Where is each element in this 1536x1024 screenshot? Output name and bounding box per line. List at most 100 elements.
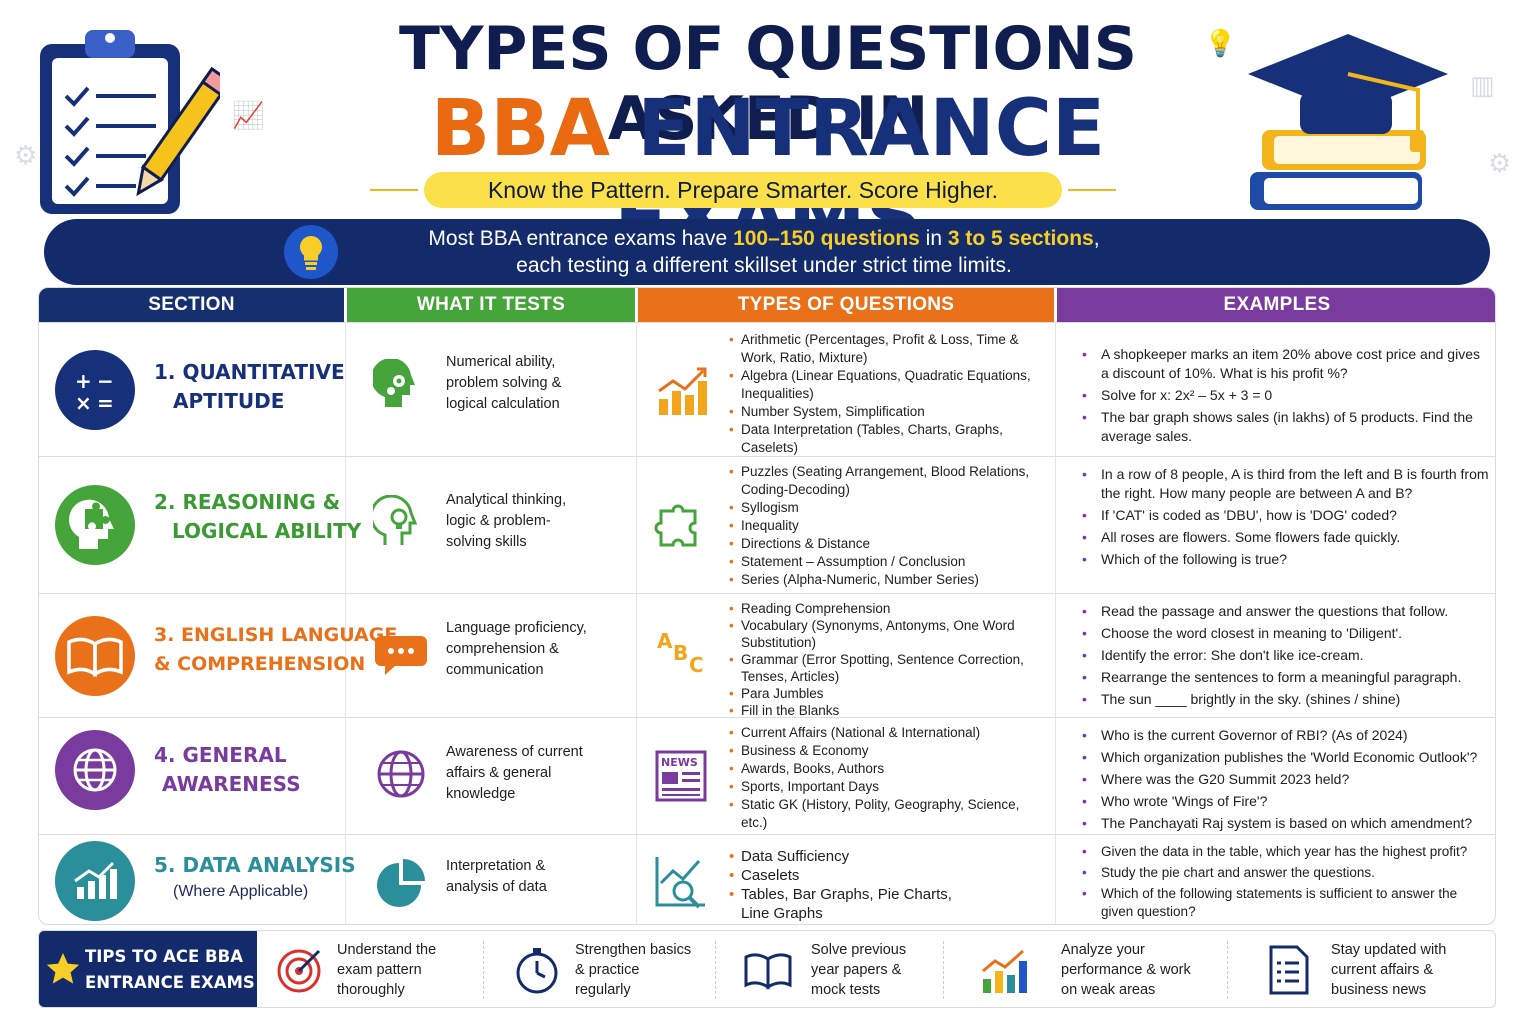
type-item: Tables, Bar Graphs, Pie Charts, Line Gra… xyxy=(729,885,969,923)
section-name-line1: 3. ENGLISH LANGUAGE xyxy=(154,624,398,646)
tip-line: business news xyxy=(1331,982,1427,998)
tagline-divider-left xyxy=(370,189,418,191)
head-gears-icon xyxy=(373,359,415,407)
type-item: Number System, Simplification xyxy=(729,403,1047,421)
tip-line: mock tests xyxy=(811,982,881,998)
tests-line: communication xyxy=(446,662,544,678)
document-icon xyxy=(1269,945,1309,995)
tests-line: Analytical thinking, xyxy=(446,492,567,508)
section-name-line1: 4. GENERAL xyxy=(154,743,287,767)
type-item: Data Sufficiency xyxy=(729,847,969,866)
header-section: SECTION xyxy=(39,288,344,322)
type-item: Series (Alpha-Numeric, Number Series) xyxy=(729,571,1047,589)
tip-line: on weak areas xyxy=(1061,982,1156,998)
section-name: 1. QUANTITATIVE APTITUDE xyxy=(154,358,345,416)
book-icon xyxy=(744,953,792,990)
newspaper-label: NEWS xyxy=(661,756,698,769)
tip-line: current affairs & xyxy=(1331,962,1434,978)
example-item: The bar graph shows sales (in lakhs) of … xyxy=(1079,408,1489,446)
example-item: Who is the current Governor of RBI? (As … xyxy=(1079,726,1489,745)
example-item: Identify the error: She don't like ice-c… xyxy=(1079,646,1489,665)
tests-line: logic & problem- xyxy=(446,513,551,529)
growth-chart-icon xyxy=(982,949,1027,993)
types-list: Reading Comprehension Vocabulary (Synony… xyxy=(729,600,1047,719)
puzzle-icon xyxy=(654,504,697,547)
type-item: Puzzles (Seating Arrangement, Blood Rela… xyxy=(729,463,1047,499)
tip-line: Understand the xyxy=(337,942,437,958)
examples-list: Who is the current Governor of RBI? (As … xyxy=(1079,726,1489,836)
type-item: Arithmetic (Percentages, Profit & Loss, … xyxy=(729,331,1047,367)
brain-puzzle-icon xyxy=(55,485,135,565)
decor-chart-icon: 📈 xyxy=(232,100,265,130)
type-item: Grammar (Error Spotting, Sentence Correc… xyxy=(729,651,1047,685)
tips-header: TIPS TO ACE BBA ENTRANCE EXAMS xyxy=(39,931,257,1007)
example-item: In a row of 8 people, A is third from th… xyxy=(1079,465,1489,503)
table-row-reasoning: 2. REASONING & LOGICAL ABILITY Analytica… xyxy=(39,456,1495,593)
example-item: The Panchayati Raj system is based on wh… xyxy=(1079,814,1489,833)
open-book-icon xyxy=(55,616,135,696)
column-divider xyxy=(1055,322,1056,924)
tip-line: Analyze your xyxy=(1061,942,1145,958)
header-examples: EXAMPLES xyxy=(1057,288,1495,322)
tip-item: Solve previous year papers & mock tests xyxy=(743,931,963,1007)
tip-text: Stay updated with current affairs & busi… xyxy=(1331,940,1495,1000)
what-it-tests-text: Interpretation & analysis of data xyxy=(446,856,616,898)
decor-bulb-icon: 💡 xyxy=(1204,28,1237,58)
section-name-line1: 2. REASONING & xyxy=(154,490,341,514)
type-item: Reading Comprehension xyxy=(729,600,1047,617)
example-item: Which of the following is true? xyxy=(1079,550,1489,569)
globe-outline-icon xyxy=(377,750,425,798)
types-list: Data Sufficiency Caselets Tables, Bar Gr… xyxy=(729,847,969,923)
table-row-data-analysis: 5. DATA ANALYSIS (Where Applicable) Inte… xyxy=(39,834,1495,924)
question-types-table: SECTION WHAT IT TESTS TYPES OF QUESTIONS… xyxy=(38,287,1496,925)
example-item: Solve for x: 2x² – 5x + 3 = 0 xyxy=(1079,386,1489,405)
clipboard-icon xyxy=(40,30,220,214)
examples-list: Given the data in the table, which year … xyxy=(1079,843,1489,924)
tip-divider xyxy=(483,941,484,999)
decor-chart-icon-right: ▥ xyxy=(1470,70,1495,100)
types-list: Current Affairs (National & Internationa… xyxy=(729,724,1047,832)
example-item: All roses are flowers. Some flowers fade… xyxy=(1079,528,1489,547)
types-list: Puzzles (Seating Arrangement, Blood Rela… xyxy=(729,463,1047,589)
abc-letter-c: C xyxy=(689,653,704,677)
tip-line: year papers & xyxy=(811,962,902,978)
example-item: Which organization publishes the 'World … xyxy=(1079,748,1489,767)
graduation-cap-books-icon xyxy=(1248,34,1448,210)
lightbulb-icon xyxy=(284,225,338,279)
types-list: Arithmetic (Percentages, Profit & Loss, … xyxy=(729,331,1047,457)
tagline-divider-right xyxy=(1068,189,1116,191)
tip-item: Stay updated with current affairs & busi… xyxy=(1263,931,1489,1007)
what-it-tests-text: Language proficiency, comprehension & co… xyxy=(446,618,616,681)
type-item: Statement – Assumption / Conclusion xyxy=(729,553,1047,571)
banner-line1: Most BBA entrance exams have 100–150 que… xyxy=(354,225,1174,252)
tip-line: exam pattern xyxy=(337,962,422,978)
tip-line: & practice xyxy=(575,962,640,978)
tests-line: logical calculation xyxy=(446,396,560,412)
example-item: Which of the following statements is suf… xyxy=(1079,885,1489,921)
tagline-wrapper: Know the Pattern. Prepare Smarter. Score… xyxy=(370,172,1116,208)
tip-divider xyxy=(715,941,716,999)
type-item: Current Affairs (National & Internationa… xyxy=(729,724,1047,742)
examples-list: In a row of 8 people, A is third from th… xyxy=(1079,465,1489,572)
tests-line: Numerical ability, xyxy=(446,354,556,370)
svg-text:−: − xyxy=(97,369,114,393)
example-item: Given the data in the table, which year … xyxy=(1079,843,1489,861)
header-types-of-questions: TYPES OF QUESTIONS xyxy=(638,288,1054,322)
header-what-it-tests: WHAT IT TESTS xyxy=(347,288,635,322)
section-subtitle: (Where Applicable) xyxy=(173,883,309,900)
svg-text:=: = xyxy=(97,391,114,415)
tip-text: Understand the exam pattern thoroughly xyxy=(337,940,507,1000)
section-name: 3. ENGLISH LANGUAGE & COMPREHENSION xyxy=(154,621,397,679)
tip-text: Strengthen basics & practice regularly xyxy=(575,940,745,1000)
section-name-line2: LOGICAL ABILITY xyxy=(172,519,362,543)
type-item: Awards, Books, Authors xyxy=(729,760,1047,778)
type-item: Business & Economy xyxy=(729,742,1047,760)
banner-text: Most BBA entrance exams have 100–150 que… xyxy=(354,225,1174,279)
tip-divider xyxy=(943,941,944,999)
example-item: Read the passage and answer the question… xyxy=(1079,602,1489,621)
header: TYPES OF QUESTIONS ASKED IN BBA ENTRANCE… xyxy=(0,0,1536,264)
tips-title-line2: ENTRANCE EXAMS xyxy=(85,973,255,992)
pie-chart-icon xyxy=(377,859,425,907)
table-row-quantitative: + − × = 1. QUANTITATIVE APTITUDE Numeric… xyxy=(39,322,1495,457)
info-banner: Most BBA entrance exams have 100–150 que… xyxy=(44,219,1490,285)
